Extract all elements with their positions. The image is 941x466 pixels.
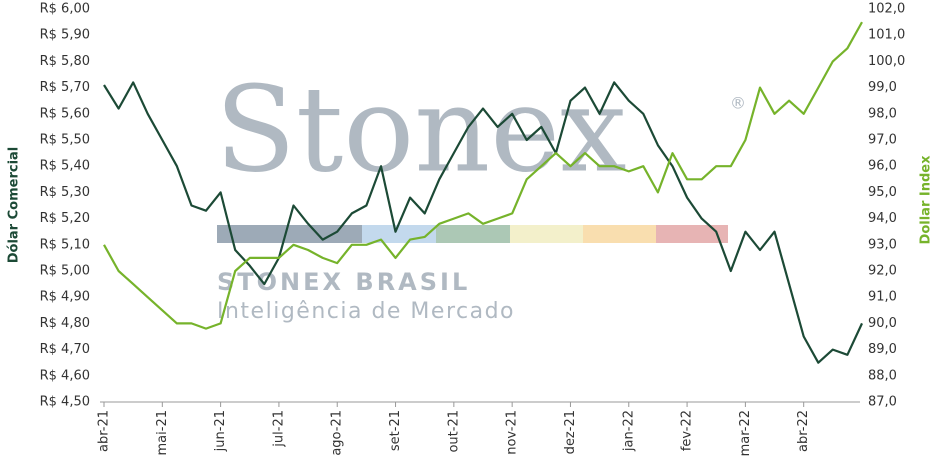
y-tick-label: R$ 4,50 xyxy=(40,395,90,410)
y2-tick-label: 98,0 xyxy=(868,106,897,121)
y-tick-label: R$ 5,50 xyxy=(40,133,90,148)
y2-tick-label: 101,0 xyxy=(868,28,905,43)
y-tick-label: R$ 5,60 xyxy=(40,106,90,121)
x-tick-label: jul-21 xyxy=(271,410,286,448)
y-tick-label: R$ 5,80 xyxy=(40,54,90,69)
x-tick-label: nov-21 xyxy=(505,410,520,455)
y2-tick-label: 102,0 xyxy=(868,2,905,17)
y2-tick-label: 91,0 xyxy=(868,290,897,305)
x-tick-label: jan-22 xyxy=(621,410,636,452)
line-series xyxy=(103,81,863,364)
strip xyxy=(583,225,656,243)
line-series xyxy=(103,21,863,330)
watermark: Stonex ® STONEX BRASIL Inteligência de M… xyxy=(215,61,746,324)
x-tick-label: jun-21 xyxy=(213,410,228,452)
y-tick-label: R$ 5,90 xyxy=(40,28,90,43)
x-tick-label: fev-22 xyxy=(680,410,695,451)
y2-tick-label: 99,0 xyxy=(868,80,897,95)
y-tick-label: R$ 5,10 xyxy=(40,237,90,252)
y2-tick-label: 94,0 xyxy=(868,211,897,226)
y2-tick-label: 90,0 xyxy=(868,316,897,331)
y2-tick-label: 97,0 xyxy=(868,133,897,148)
y-tick-label: R$ 5,20 xyxy=(40,211,90,226)
y2-tick-label: 93,0 xyxy=(868,237,897,252)
watermark-brand: STONEX BRASIL xyxy=(217,268,470,296)
y-tick-label: R$ 6,00 xyxy=(40,2,90,17)
y-tick-label: R$ 4,80 xyxy=(40,316,90,331)
x-tick-label: mai-21 xyxy=(155,410,170,455)
strip xyxy=(436,225,510,243)
y2-tick-label: 87,0 xyxy=(868,395,897,410)
y2-axis-title: Dollar Index xyxy=(919,155,934,245)
strip xyxy=(510,225,583,243)
x-tick-label: mar-22 xyxy=(738,410,753,456)
strip xyxy=(362,225,436,243)
x-tick-label: set-21 xyxy=(388,410,403,451)
y-tick-label: R$ 5,40 xyxy=(40,159,90,174)
x-tick-label: out-21 xyxy=(446,410,461,453)
y2-tick-label: 100,0 xyxy=(868,54,905,69)
watermark-logo: Stonex xyxy=(215,61,627,199)
watermark-registered: ® xyxy=(730,94,746,113)
y2-tick-label: 95,0 xyxy=(868,185,897,200)
y-axis-title: Dólar Comercial xyxy=(7,147,22,264)
x-tick-label: abr-22 xyxy=(796,410,811,452)
y2-tick-label: 92,0 xyxy=(868,264,897,279)
y-tick-label: R$ 5,30 xyxy=(40,185,90,200)
y-tick-label: R$ 4,70 xyxy=(40,342,90,357)
strip xyxy=(656,225,728,243)
x-tick-label: ago-21 xyxy=(330,410,345,456)
y-tick-label: R$ 4,90 xyxy=(40,290,90,305)
x-tick-label: dez-21 xyxy=(563,410,578,454)
y-tick-label: R$ 5,00 xyxy=(40,264,90,279)
y2-tick-label: 89,0 xyxy=(868,342,897,357)
y2-tick-label: 96,0 xyxy=(868,159,897,174)
y-tick-label: R$ 4,60 xyxy=(40,368,90,383)
watermark-tagline: Inteligência de Mercado xyxy=(217,299,515,324)
x-tick-label: abr-21 xyxy=(97,410,112,452)
y-tick-label: R$ 5,70 xyxy=(40,80,90,95)
y2-tick-label: 88,0 xyxy=(868,368,897,383)
